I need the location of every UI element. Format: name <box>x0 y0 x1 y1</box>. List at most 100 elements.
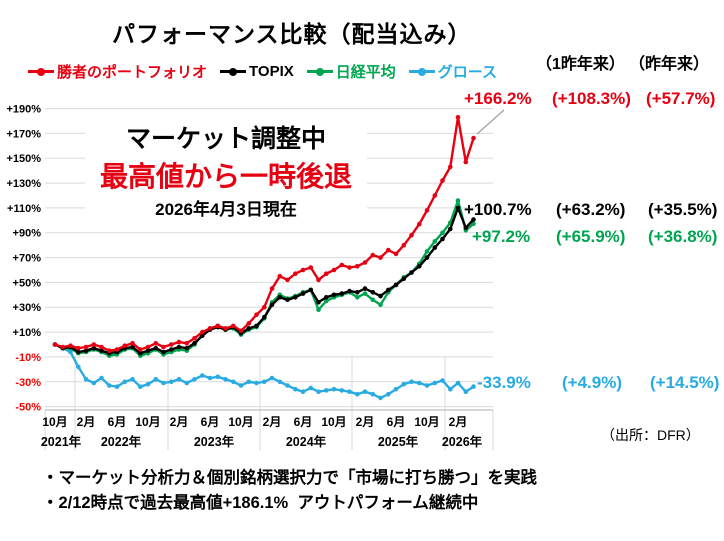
data-point-winner <box>316 277 321 283</box>
data-point-winner <box>417 221 422 227</box>
data-point-topix <box>347 288 352 294</box>
data-point-winner <box>99 344 104 350</box>
data-point-growth <box>254 380 259 386</box>
data-point-winner <box>169 342 174 347</box>
growth-1y-return: (+14.5%) <box>650 373 720 392</box>
line-marker-icon <box>306 67 333 76</box>
data-point-winner <box>207 326 213 331</box>
period-header-1year: （昨年来） <box>629 56 710 73</box>
data-point-topix <box>277 295 283 300</box>
data-point-nikkei <box>378 302 383 308</box>
data-point-growth <box>432 380 438 386</box>
data-point-growth <box>324 388 329 393</box>
data-point-topix <box>339 291 345 296</box>
data-point-growth <box>99 375 104 381</box>
line-marker-icon <box>408 67 435 76</box>
topix-total-return: +100.7% <box>464 200 532 219</box>
data-point-winner <box>324 271 329 277</box>
data-point-nikkei <box>455 198 461 203</box>
data-point-growth <box>339 388 345 393</box>
x-axis-label: 10月 <box>228 415 253 429</box>
y-axis-label: +150% <box>6 153 41 165</box>
data-point-topix <box>300 291 306 296</box>
y-axis-label: +10% <box>13 327 42 339</box>
x-axis-label: 2月 <box>356 415 375 429</box>
data-point-nikkei <box>355 295 360 300</box>
data-point-growth <box>370 391 376 397</box>
data-point-growth <box>107 383 112 388</box>
data-point-growth <box>424 383 430 388</box>
data-point-growth <box>331 386 337 392</box>
data-point-growth <box>347 389 352 395</box>
data-point-topix <box>269 302 275 308</box>
line-marker-icon <box>220 67 247 76</box>
data-point-topix <box>184 345 190 351</box>
data-point-winner <box>68 343 73 349</box>
data-point-growth <box>246 379 252 385</box>
data-point-topix <box>176 344 182 350</box>
legend-label: 勝者のポートフォリオ <box>57 64 208 81</box>
data-point-topix <box>192 341 197 346</box>
data-point-winner <box>293 271 298 277</box>
data-point-topix <box>91 345 97 351</box>
data-point-winner <box>347 265 352 270</box>
x-axis-label: 10月 <box>42 415 67 429</box>
data-source: （出所：DFR） <box>601 427 700 443</box>
data-point-nikkei <box>370 297 376 303</box>
x-axis-label: 2月 <box>77 415 96 429</box>
data-point-growth <box>207 375 213 381</box>
data-point-winner <box>424 208 430 213</box>
data-point-topix <box>463 225 469 231</box>
data-point-winner <box>471 135 476 141</box>
data-point-winner <box>223 326 228 331</box>
data-point-winner <box>153 341 159 346</box>
data-point-topix <box>169 347 174 352</box>
data-point-topix <box>331 292 337 298</box>
data-point-topix <box>378 293 383 299</box>
data-point-winner <box>285 277 290 283</box>
data-point-growth <box>401 381 407 387</box>
data-point-growth <box>138 384 143 390</box>
data-point-winner <box>76 345 81 351</box>
data-point-growth <box>130 377 135 382</box>
data-point-growth <box>269 375 275 381</box>
data-point-growth <box>76 364 81 370</box>
data-point-topix <box>130 344 135 350</box>
data-point-growth <box>463 389 469 395</box>
data-point-winner <box>145 344 151 350</box>
data-point-topix <box>246 326 252 331</box>
data-point-growth <box>378 395 383 401</box>
x-axis-label: 10月 <box>321 415 346 429</box>
topix-2y-return: (+63.2%) <box>556 200 626 219</box>
data-point-growth <box>448 386 453 392</box>
x-axis-label: 10月 <box>135 415 160 429</box>
data-point-growth <box>161 380 166 386</box>
data-point-winner <box>269 286 275 291</box>
data-point-growth <box>231 379 236 385</box>
legend-item-nikkei: 日経平均 <box>306 61 396 82</box>
data-point-topix <box>386 287 391 293</box>
line-marker-icon <box>28 67 54 76</box>
legend-label: TOPIX <box>249 63 294 80</box>
data-point-winner <box>200 329 205 335</box>
legend-item-winner: 勝者のポートフォリオ <box>28 61 207 82</box>
data-point-winner <box>254 312 259 318</box>
y-axis-label: +170% <box>6 128 41 140</box>
y-axis-label: -50% <box>15 402 41 414</box>
data-point-growth <box>262 379 267 385</box>
data-point-growth <box>285 383 290 388</box>
data-point-growth <box>393 386 399 392</box>
annotation-leader-line <box>476 109 505 135</box>
data-point-nikkei <box>324 298 329 304</box>
series-line-topix <box>53 206 475 355</box>
legend-item-growth: グロース <box>408 61 497 82</box>
year-label: 2024年 <box>286 434 327 449</box>
data-point-topix <box>262 314 267 320</box>
data-point-winner <box>386 247 391 253</box>
data-point-growth <box>362 389 368 395</box>
data-point-topix <box>316 300 321 305</box>
year-label: 2026年 <box>442 434 483 449</box>
data-point-growth <box>192 377 197 382</box>
x-axis-label: 2月 <box>263 415 282 429</box>
data-point-growth <box>300 389 306 395</box>
